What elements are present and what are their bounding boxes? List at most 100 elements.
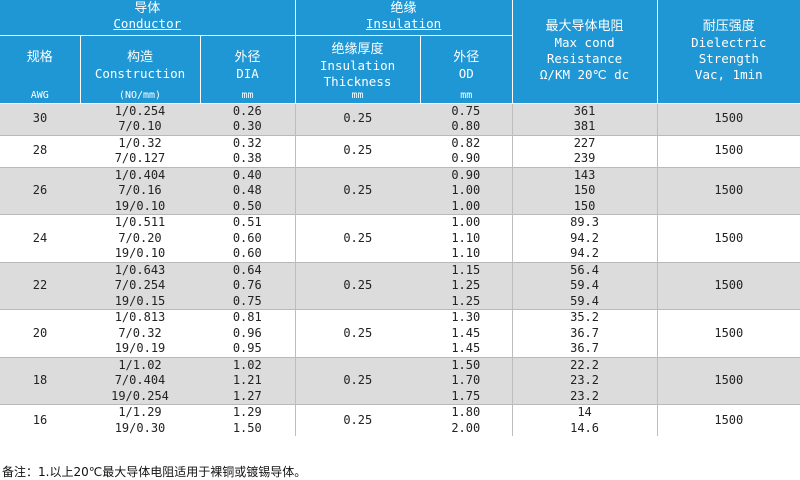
cell-od: 2.00 [420, 420, 513, 436]
header-od-unit: mm [460, 89, 473, 101]
cell-dia: 0.75 [200, 293, 296, 310]
table-row: 18 1/1.02 1.02 0.25 1.50 22.2 1500 [0, 356, 800, 405]
cell-resistance: 150 [512, 198, 658, 215]
cell-dia: 0.48 [200, 183, 296, 199]
cell-dielectric: 1500 [657, 309, 800, 357]
cell-dia: 0.60 [200, 230, 296, 246]
cell-resistance: 89.3 [512, 214, 658, 231]
cell-awg: 28 [0, 134, 80, 167]
header-thickness-en-1: Insulation [319, 57, 396, 73]
header-resistance-en-2: Resistance [546, 51, 623, 67]
cell-dia: 0.26 [200, 102, 296, 119]
cell-od: 1.00 [420, 183, 513, 199]
cell-dielectric: 1500 [657, 404, 800, 436]
table-row: 19/0.15 0.75 1.25 59.4 [0, 293, 800, 310]
header-insulation: 绝缘 Insulation [295, 0, 513, 36]
cell-awg: 22 [0, 261, 80, 310]
cell-dia: 0.40 [200, 166, 296, 183]
cell-resistance: 143 [512, 166, 658, 183]
cell-thickness: 0.25 [295, 214, 421, 262]
cell-construction: 19/0.30 [80, 420, 200, 436]
header-dia-en: DIA [236, 65, 259, 81]
header-thickness-unit: mm [351, 89, 364, 101]
header-construction-en: Construction [94, 65, 186, 81]
cell-resistance: 227 [512, 134, 658, 151]
table-row: 7/0.254 0.76 1.25 59.4 [0, 278, 800, 294]
table-row: 7/0.20 0.60 1.10 94.2 [0, 230, 800, 246]
table-body: 30 1/0.254 0.26 0.25 0.75 361 1500 7/0.10 0.30 0.… [0, 102, 800, 436]
cell-thickness: 0.25 [295, 404, 421, 436]
cell-resistance: 94.2 [512, 246, 658, 262]
cell-od: 0.75 [420, 102, 513, 119]
cell-dia: 1.02 [200, 356, 296, 373]
cell-construction: 19/0.10 [80, 246, 200, 262]
header-thickness: 绝缘厚度 Insulation Thickness mm [295, 35, 421, 104]
header-conductor: 导体 Conductor [0, 0, 296, 36]
cell-dia: 0.60 [200, 246, 296, 262]
header-dia-cn: 外径 [234, 49, 261, 65]
cell-resistance: 36.7 [512, 341, 658, 357]
cell-resistance: 59.4 [512, 278, 658, 294]
cell-construction: 7/0.404 [80, 373, 200, 389]
cell-construction: 19/0.15 [80, 293, 200, 310]
cell-dielectric: 1500 [657, 214, 800, 262]
cell-resistance: 94.2 [512, 230, 658, 246]
header-resistance-en-3: Ω/KM 20℃ dc [539, 67, 630, 83]
cell-construction: 19/0.10 [80, 198, 200, 215]
table-row: 26 1/0.404 0.40 0.25 0.90 143 1500 [0, 166, 800, 215]
cell-resistance: 14 [512, 404, 658, 421]
cell-od: 0.82 [420, 134, 513, 151]
cell-dia: 1.27 [200, 388, 296, 405]
table-row: 24 1/0.511 0.51 0.25 1.00 89.3 1500 [0, 214, 800, 262]
cell-construction: 7/0.127 [80, 151, 200, 167]
cell-thickness: 0.25 [295, 356, 421, 405]
cell-construction: 1/0.404 [80, 166, 200, 183]
table-row: 28 1/0.32 0.32 0.25 0.82 227 1500 [0, 134, 800, 167]
table-row: 19/0.10 0.50 1.00 150 [0, 198, 800, 215]
table-row: 7/0.16 0.48 1.00 150 [0, 183, 800, 199]
table-row: 22 1/0.643 0.64 0.25 1.15 56.4 1500 [0, 261, 800, 310]
cell-od: 1.75 [420, 388, 513, 405]
cell-od: 1.10 [420, 230, 513, 246]
cell-resistance: 150 [512, 183, 658, 199]
spec-table: 导体 Conductor 绝缘 Insulation 最大导体电阻 Max co… [0, 0, 800, 436]
header-construction-cn: 构造 [126, 49, 153, 65]
header-conductor-en: Conductor [113, 16, 182, 32]
cell-dia: 0.38 [200, 151, 296, 167]
cell-resistance: 361 [512, 102, 658, 119]
cell-dia: 0.50 [200, 198, 296, 215]
cell-construction: 1/1.29 [80, 404, 200, 421]
cell-od: 1.30 [420, 309, 513, 326]
cell-thickness: 0.25 [295, 166, 421, 215]
header-resistance-cn: 最大导体电阻 [545, 19, 624, 35]
cell-od: 1.80 [420, 404, 513, 421]
header-dielectric-en-1: Dielectric [691, 35, 767, 51]
cell-construction: 7/0.16 [80, 183, 200, 199]
header-conductor-cn: 导体 [134, 1, 161, 17]
header-resistance: 最大导体电阻 Max cond Resistance Ω/KM 20℃ dc [512, 0, 658, 104]
cell-resistance: 14.6 [512, 420, 658, 436]
cell-resistance: 381 [512, 119, 658, 135]
cell-dia: 0.32 [200, 134, 296, 151]
cell-construction: 7/0.32 [80, 325, 200, 341]
cell-dielectric: 1500 [657, 166, 800, 215]
cell-dia: 0.95 [200, 341, 296, 357]
header-awg: 规格 AWG [0, 35, 81, 104]
cell-awg: 16 [0, 404, 80, 436]
cell-dielectric: 1500 [657, 102, 800, 135]
header-resistance-en-1: Max cond [554, 35, 615, 51]
cell-thickness: 0.25 [295, 309, 421, 357]
cell-od: 1.10 [420, 246, 513, 262]
cell-resistance: 23.2 [512, 373, 658, 389]
cell-resistance: 36.7 [512, 325, 658, 341]
cell-od: 1.70 [420, 373, 513, 389]
cell-resistance: 23.2 [512, 388, 658, 405]
cell-construction: 7/0.254 [80, 278, 200, 294]
header-construction: 构造 Construction (NO/mm) [80, 35, 201, 104]
cell-construction: 7/0.20 [80, 230, 200, 246]
cell-construction: 19/0.254 [80, 388, 200, 405]
cell-dia: 0.30 [200, 119, 296, 135]
header-thickness-cn: 绝缘厚度 [331, 41, 384, 57]
table-row: 19/0.254 1.27 1.75 23.2 [0, 388, 800, 405]
cell-awg: 30 [0, 102, 80, 135]
